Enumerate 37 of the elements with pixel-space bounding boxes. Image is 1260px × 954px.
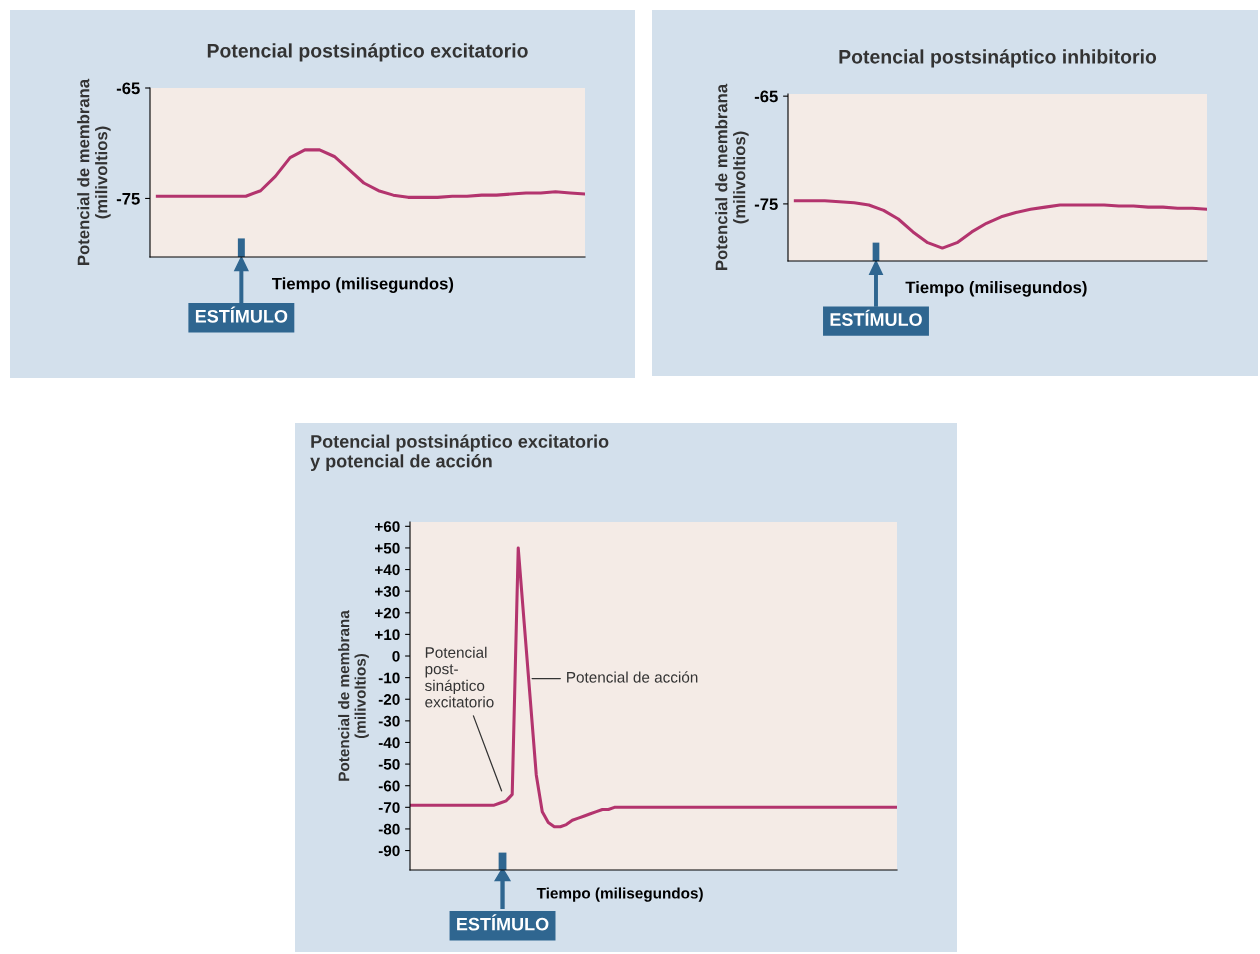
y-tick-label: +30	[375, 586, 400, 597]
chart-title: Potencial postsináptico inhibitorio	[839, 49, 1157, 68]
line-series	[410, 546, 897, 829]
x-axis-title: Tiempo (milisegundos)	[271, 277, 454, 293]
y-tick-label: -75	[754, 198, 778, 211]
line-series	[793, 199, 1207, 250]
y-axis-title: Potencial de membrana (milivoltios)	[715, 83, 749, 270]
y-tick-label: -30	[378, 715, 400, 727]
chart-title: Potencial postsináptico excitatorio y potencial de acción	[310, 434, 609, 472]
annotation: Potencial de acción	[567, 671, 698, 683]
x-axis-title: Tiempo (milisegundos)	[905, 281, 1087, 297]
y-tick-label: -60	[378, 780, 400, 792]
text: ESTÍMULO	[830, 309, 922, 326]
y-tick-label: -10	[378, 672, 400, 684]
y-axis-title: Potencial de membrana (milivoltios)	[77, 78, 111, 265]
y-tick-label: +50	[375, 542, 400, 554]
text: ESTÍMULO	[457, 914, 549, 931]
text: ESTÍMULO	[195, 306, 288, 323]
y-tick-label: -70	[378, 802, 400, 813]
annotation: Potencial post- sináptico excitatorio	[425, 646, 494, 708]
y-axis-title: Potencial de membrana (milivoltios)	[338, 610, 369, 781]
y-tick-label: +40	[375, 564, 400, 576]
y-tick-label: +10	[375, 629, 400, 641]
chart-title: Potencial postsináptico excitatorio	[207, 43, 528, 62]
y-tick-label: -80	[378, 823, 400, 835]
y-tick-label: -75	[116, 193, 140, 205]
x-axis-title: Tiempo (milisegundos)	[536, 887, 703, 902]
y-tick-label: +20	[375, 607, 400, 619]
y-tick-label: +60	[375, 521, 400, 533]
y-tick-label: 0	[392, 650, 400, 662]
y-tick-label: -65	[116, 82, 140, 95]
y-tick-label: -90	[378, 845, 400, 857]
y-tick-label: -65	[754, 90, 778, 103]
y-tick-label: -40	[378, 737, 400, 749]
y-tick-label: -20	[378, 694, 400, 705]
line-series	[155, 148, 585, 199]
y-tick-label: -50	[378, 758, 400, 770]
